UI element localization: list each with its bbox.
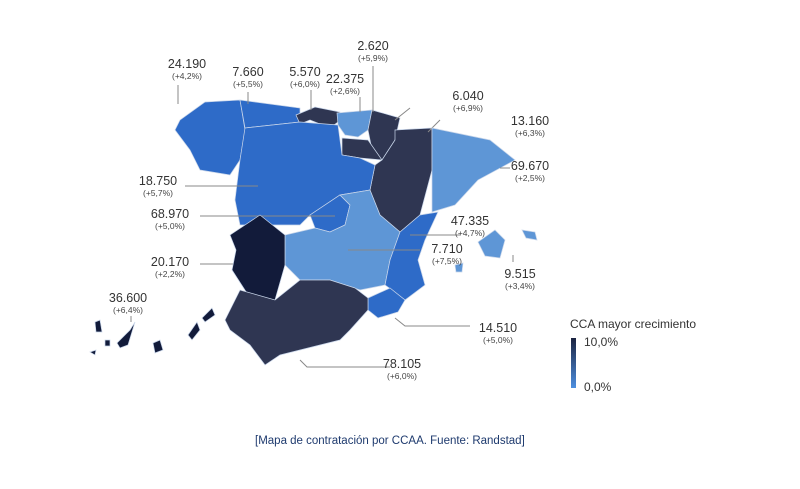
region-change: (+2,2%) (155, 268, 185, 279)
region-value: 7.660 (232, 65, 264, 79)
region-change: (+5,0%) (483, 334, 513, 345)
region-label-madrid: 68.970 (+5,0%) (145, 207, 195, 231)
region-change: (+4,2%) (172, 70, 202, 81)
region-shape (104, 339, 111, 347)
region-shape (521, 229, 538, 241)
region-value: 68.970 (150, 207, 190, 221)
region-change: (+5,7%) (143, 187, 173, 198)
region-change: (+6,3%) (515, 127, 545, 138)
region-shape (174, 99, 246, 176)
region-shape (89, 349, 97, 356)
legend-min: 0,0% (584, 380, 612, 394)
region-change: (+3,4%) (505, 280, 535, 291)
region-canarias (89, 307, 216, 356)
region-shape (336, 109, 373, 138)
region-value: 69.670 (510, 159, 550, 173)
region-label-navarra: 2.620 (+5,9%) (348, 39, 398, 63)
region-la-rioja (341, 137, 383, 161)
region-label-andalucia: 78.105 (+6,0%) (377, 357, 427, 381)
region-shape (431, 127, 516, 213)
region-label-canarias: 36.600 (+6,4%) (103, 291, 153, 315)
region-label-asturias: 7.660 (+5,5%) (223, 65, 273, 89)
region-change: (+6,0%) (387, 370, 417, 381)
region-label-la-rioja: 6.040 (+6,9%) (443, 89, 493, 113)
leader-line (299, 359, 390, 368)
region-label-baleares: 9.515 (+3,4%) (495, 267, 545, 291)
region-value: 7.710 (431, 242, 463, 256)
leader-line (394, 317, 470, 327)
region-label-castilla-la-mancha: 20.170 (+2,2%) (145, 255, 195, 279)
legend-gradient-bar (571, 338, 576, 388)
region-change: (+6,0%) (290, 78, 320, 89)
region-label-aragon: 13.160 (+6,3%) (505, 114, 555, 138)
region-value: 5.570 (289, 65, 321, 79)
region-shape (94, 319, 103, 333)
region-shape (384, 211, 439, 301)
region-change: (+7,5%) (432, 255, 462, 266)
region-shape (341, 137, 383, 161)
region-shape (201, 307, 216, 323)
caption: [Mapa de contratación por CCAA. Fuente: … (255, 435, 525, 447)
region-shape (152, 339, 164, 354)
region-value: 20.170 (150, 255, 190, 269)
region-value: 13.160 (510, 114, 550, 128)
region-pais-vasco (336, 109, 373, 138)
region-label-extremadura: 7.710 (+7,5%) (422, 242, 472, 266)
region-change: (+4,7%) (455, 227, 485, 238)
region-value: 47.335 (450, 214, 490, 228)
region-value: 9.515 (504, 267, 536, 281)
region-extremadura (229, 214, 286, 301)
region-value: 24.190 (167, 57, 207, 71)
region-label-murcia: 14.510 (+5,0%) (473, 321, 523, 345)
region-shape (116, 321, 136, 349)
region-shape (454, 262, 464, 273)
region-cataluna (431, 127, 516, 213)
region-galicia (174, 99, 246, 176)
region-value: 22.375 (325, 72, 365, 86)
region-label-pais-vasco: 22.375 (+2,6%) (320, 72, 370, 96)
region-baleares (454, 229, 538, 273)
region-change: (+2,5%) (515, 172, 545, 183)
region-andalucia (224, 279, 369, 366)
region-shape (224, 279, 369, 366)
leader-line (427, 119, 441, 133)
region-value: 2.620 (357, 39, 389, 53)
legend-title: CCA mayor crecimiento (570, 317, 697, 331)
region-value: 14.510 (478, 321, 518, 335)
region-shape (187, 321, 201, 341)
region-value: 6.040 (452, 89, 484, 103)
region-label-galicia: 24.190 (+4,2%) (162, 57, 212, 81)
region-change: (+2,6%) (330, 85, 360, 96)
region-change: (+5,9%) (358, 52, 388, 63)
region-label-cantabria: 5.570 (+6,0%) (280, 65, 330, 89)
region-change: (+6,4%) (113, 304, 143, 315)
region-comunidad-valenciana (384, 211, 439, 301)
region-shape (477, 229, 506, 259)
region-label-cataluna: 69.670 (+2,5%) (505, 159, 555, 183)
region-label-castilla-y-leon: 18.750 (+5,7%) (133, 174, 183, 198)
region-change: (+5,0%) (155, 220, 185, 231)
region-value: 78.105 (382, 357, 422, 371)
region-change: (+5,5%) (233, 78, 263, 89)
region-value: 18.750 (138, 174, 178, 188)
legend-max: 10,0% (584, 335, 619, 349)
region-label-comunidad-valenciana: 47.335 (+4,7%) (445, 214, 495, 238)
region-change: (+6,9%) (453, 102, 483, 113)
leader-line (394, 107, 411, 121)
region-shape (229, 214, 286, 301)
region-value: 36.600 (108, 291, 148, 305)
